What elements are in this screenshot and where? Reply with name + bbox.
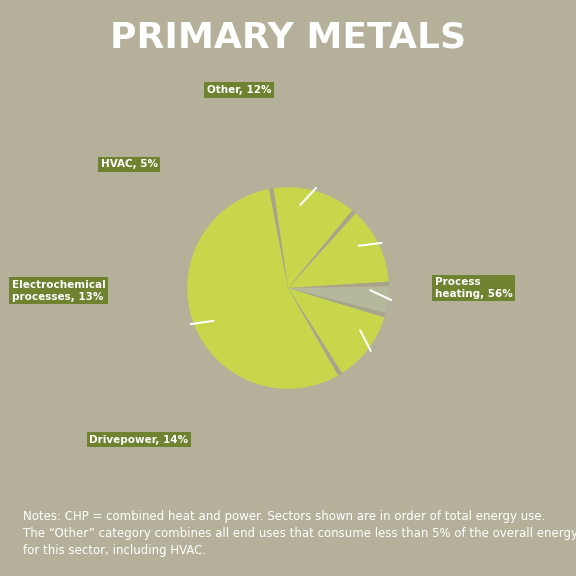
Wedge shape bbox=[288, 288, 342, 376]
Wedge shape bbox=[288, 286, 389, 313]
Wedge shape bbox=[288, 210, 355, 288]
Text: Notes: CHP = combined heat and power. Sectors shown are in order of total energy: Notes: CHP = combined heat and power. Se… bbox=[23, 510, 576, 557]
Wedge shape bbox=[288, 288, 384, 373]
Text: Other, 12%: Other, 12% bbox=[207, 85, 271, 95]
Text: PRIMARY METALS: PRIMARY METALS bbox=[110, 20, 466, 55]
Wedge shape bbox=[187, 189, 338, 389]
Wedge shape bbox=[288, 213, 389, 288]
Text: Electrochemical
processes, 13%: Electrochemical processes, 13% bbox=[12, 280, 105, 302]
Wedge shape bbox=[288, 288, 386, 317]
Wedge shape bbox=[288, 282, 389, 288]
Text: Process
heating, 56%: Process heating, 56% bbox=[435, 277, 513, 299]
Text: HVAC, 5%: HVAC, 5% bbox=[101, 159, 158, 169]
Wedge shape bbox=[274, 187, 353, 288]
Wedge shape bbox=[269, 188, 288, 288]
Text: Drivepower, 14%: Drivepower, 14% bbox=[89, 435, 188, 445]
